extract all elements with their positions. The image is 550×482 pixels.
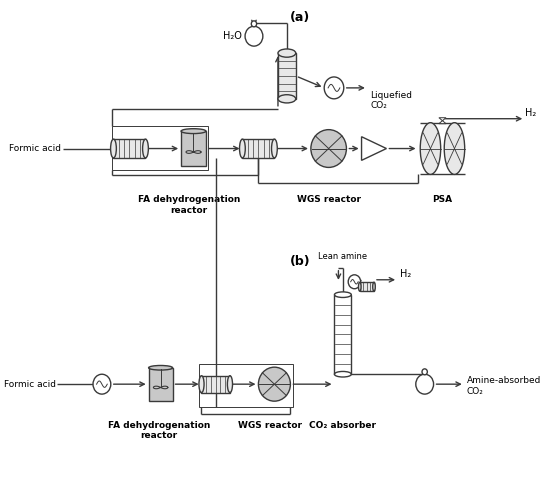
Ellipse shape — [227, 376, 233, 393]
Text: H₂: H₂ — [525, 107, 536, 118]
Ellipse shape — [373, 282, 375, 291]
Ellipse shape — [359, 282, 361, 291]
Circle shape — [245, 26, 263, 46]
Ellipse shape — [334, 372, 351, 377]
Circle shape — [324, 77, 344, 99]
Ellipse shape — [148, 365, 173, 370]
Text: Formic acid: Formic acid — [4, 380, 56, 388]
Bar — [181, 131, 206, 166]
Text: H₂O: H₂O — [223, 31, 241, 41]
Text: Amine-absorbed
CO₂: Amine-absorbed CO₂ — [466, 376, 541, 396]
Text: (a): (a) — [290, 12, 310, 24]
Circle shape — [416, 374, 433, 394]
Text: CO₂ absorber: CO₂ absorber — [310, 421, 376, 430]
Bar — [113, 139, 146, 158]
Text: FA dehydrogenation
reactor: FA dehydrogenation reactor — [138, 195, 240, 214]
Ellipse shape — [444, 123, 465, 174]
Ellipse shape — [278, 49, 296, 57]
Bar — [360, 282, 374, 291]
Bar — [112, 126, 208, 171]
Text: Formic acid: Formic acid — [9, 144, 61, 153]
Text: WGS reactor: WGS reactor — [296, 195, 361, 204]
Ellipse shape — [181, 129, 206, 134]
Bar — [199, 364, 293, 407]
Circle shape — [93, 374, 111, 394]
Ellipse shape — [334, 292, 351, 297]
Ellipse shape — [142, 139, 149, 158]
Ellipse shape — [258, 367, 290, 401]
Text: FA dehydrogenation
reactor: FA dehydrogenation reactor — [108, 421, 210, 441]
Ellipse shape — [272, 139, 277, 158]
Polygon shape — [361, 137, 387, 161]
Bar — [278, 53, 296, 99]
Text: WGS reactor: WGS reactor — [238, 421, 302, 430]
Polygon shape — [439, 118, 446, 120]
Ellipse shape — [311, 130, 346, 167]
Text: PSA: PSA — [432, 195, 453, 204]
Text: Liquefied
CO₂: Liquefied CO₂ — [371, 91, 412, 110]
Bar — [243, 139, 274, 158]
Ellipse shape — [111, 139, 117, 158]
Ellipse shape — [239, 139, 245, 158]
Ellipse shape — [199, 376, 204, 393]
Bar — [334, 295, 351, 374]
Polygon shape — [439, 120, 446, 124]
Text: H₂: H₂ — [400, 269, 411, 279]
Circle shape — [422, 369, 427, 375]
Circle shape — [251, 21, 257, 27]
Circle shape — [348, 275, 361, 289]
Text: Lean amine: Lean amine — [318, 252, 367, 261]
Ellipse shape — [278, 94, 296, 103]
Ellipse shape — [420, 123, 441, 174]
Bar — [201, 376, 230, 393]
Bar — [148, 368, 173, 401]
Text: (b): (b) — [290, 255, 311, 268]
